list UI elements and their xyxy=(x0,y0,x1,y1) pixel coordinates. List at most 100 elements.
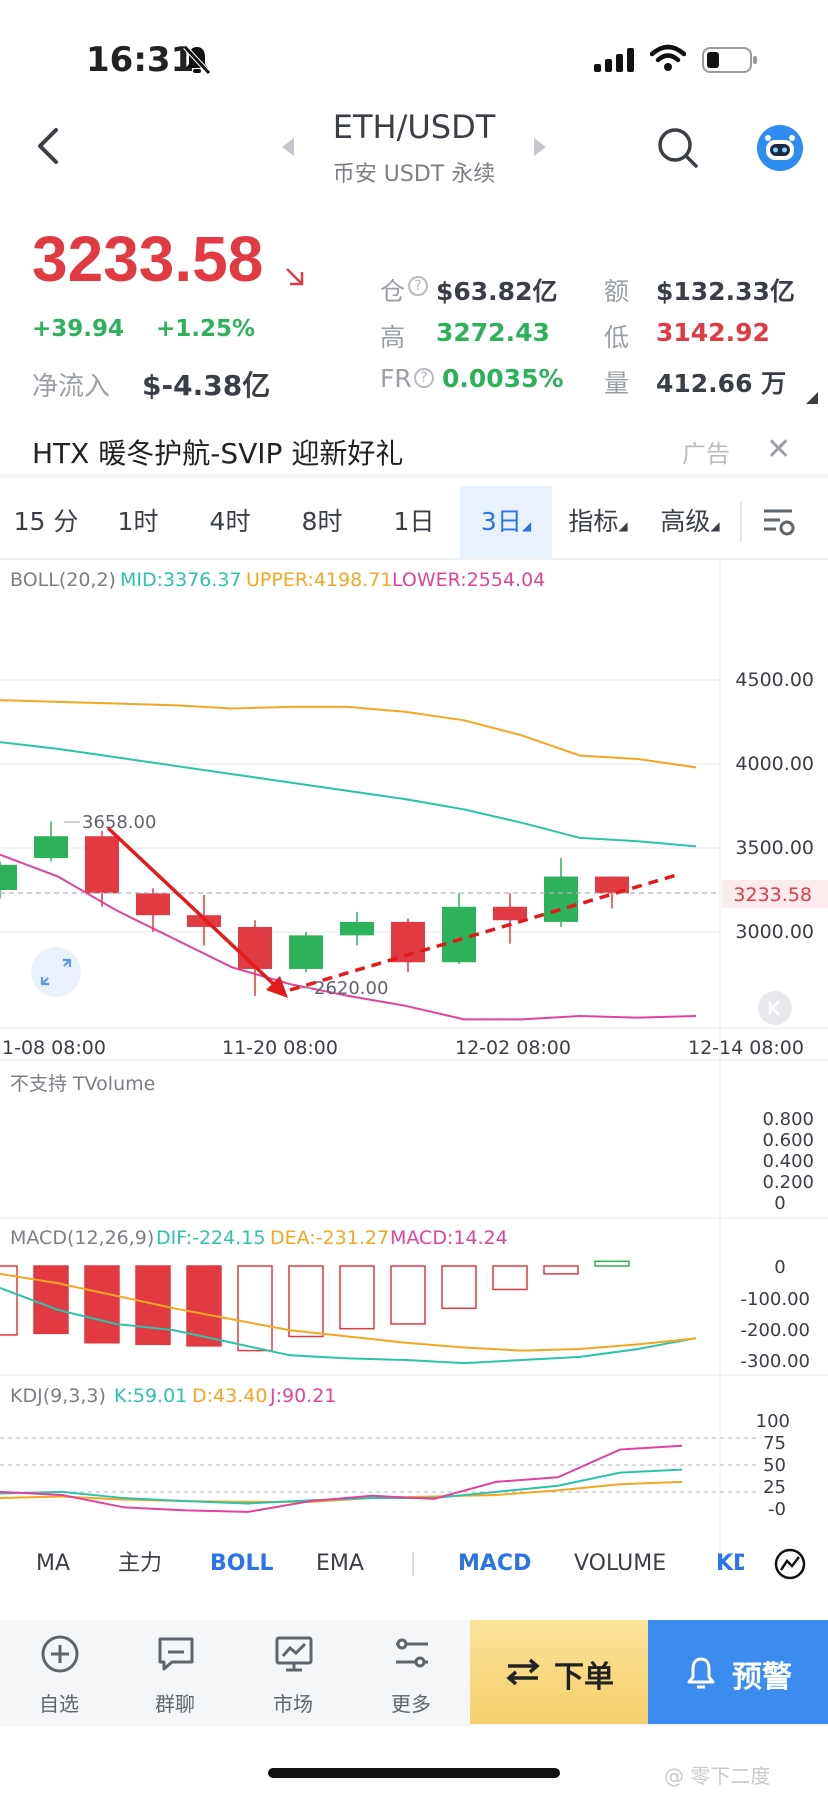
volume-tick: 0.200 xyxy=(762,1172,814,1193)
x-tick: 12-14 08:00 xyxy=(688,1037,804,1059)
high-label: 高 xyxy=(380,323,406,352)
candle-body xyxy=(442,906,476,963)
divider xyxy=(0,558,828,560)
divider xyxy=(412,1552,414,1576)
candle-body xyxy=(340,921,374,936)
boll-lower-line xyxy=(0,853,697,1021)
next-pair-icon[interactable] xyxy=(532,136,548,158)
wifi-icon xyxy=(650,44,686,71)
candle-body xyxy=(0,864,17,890)
tab-advanced[interactable]: 高级◢ xyxy=(660,507,720,536)
chart-settings-icon[interactable] xyxy=(762,506,796,538)
nav-market[interactable]: 市场 xyxy=(238,1620,348,1726)
search-icon[interactable] xyxy=(656,126,700,170)
price-change-abs: +39.94 xyxy=(32,316,125,342)
current-price-tag-bg xyxy=(722,880,828,908)
expand-button[interactable] xyxy=(31,947,81,997)
expand-icon[interactable] xyxy=(40,958,72,986)
indicator-macd[interactable]: MACD xyxy=(458,1551,532,1576)
candles xyxy=(0,821,629,996)
expand-corner-icon[interactable] xyxy=(806,392,818,404)
tab-4h[interactable]: 4时 xyxy=(209,507,251,536)
nav-label: 更多 xyxy=(391,1692,431,1716)
robot-avatar-icon[interactable] xyxy=(756,124,804,172)
kdj-tick: 100 xyxy=(756,1411,790,1432)
volume-tick: 0 xyxy=(774,1193,785,1214)
volume-label: 量 xyxy=(604,369,630,398)
signal-icon xyxy=(594,48,634,72)
divider xyxy=(0,474,828,478)
candle-body xyxy=(85,836,119,894)
nav-label: 群聊 xyxy=(155,1692,195,1716)
kdj-title: KDJ(9,3,3) xyxy=(10,1385,106,1407)
price-change-pct: +1.25% xyxy=(156,316,256,342)
nav-more[interactable]: 更多 xyxy=(356,1620,466,1726)
info-icon[interactable]: ? xyxy=(414,368,434,388)
kline-chart[interactable]: BOLL(20,2) MID:3376.37 UPPER:4198.71 LOW… xyxy=(0,560,828,1560)
macd-bar xyxy=(33,1265,69,1335)
nav-label: 自选 xyxy=(39,1692,79,1716)
tab-1d[interactable]: 1日 xyxy=(393,507,435,536)
low-value: 3142.92 xyxy=(656,318,770,347)
indicator-tabs: MA 主力 BOLL EMA MACD VOLUME KD xyxy=(0,1534,828,1594)
kdj-reference-lines xyxy=(0,1437,760,1493)
macd-tick: -200.00 xyxy=(741,1320,810,1341)
boll-lower: LOWER:2554.04 xyxy=(392,569,545,591)
more-icon xyxy=(396,1638,428,1668)
order-label: 下单 xyxy=(554,1660,614,1695)
boll-lines xyxy=(0,699,697,1021)
drawing-tool-icon[interactable] xyxy=(774,1548,806,1580)
pair-title[interactable]: ETH/USDT xyxy=(332,108,496,146)
indicator-main-force[interactable]: 主力 xyxy=(118,1551,163,1576)
tab-3d[interactable]: 3日◢ xyxy=(460,486,552,558)
indicator-ma[interactable]: MA xyxy=(36,1551,71,1576)
x-tick: 1-08 08:00 xyxy=(2,1037,106,1059)
low-label: 低 xyxy=(604,323,630,352)
arrow-head xyxy=(266,976,288,998)
home-indicator[interactable] xyxy=(268,1768,560,1778)
macd-bar xyxy=(339,1265,375,1330)
indicator-kdj[interactable]: KD xyxy=(716,1551,744,1576)
y-tick: 3500.00 xyxy=(735,837,814,859)
indicator-ema[interactable]: EMA xyxy=(316,1551,364,1576)
candle-body xyxy=(493,906,527,921)
alert-button[interactable]: 预警 xyxy=(648,1620,828,1724)
info-icon[interactable]: ? xyxy=(408,276,428,296)
macd-dea: DEA:-231.27 xyxy=(270,1227,389,1249)
watermark: @ 零下二度 xyxy=(664,1764,771,1788)
high-annotation: 3658.00 xyxy=(82,812,156,833)
prev-pair-icon[interactable] xyxy=(280,136,296,158)
boll-upper: UPPER:4198.71 xyxy=(246,569,392,591)
last-price: 3233.58 xyxy=(32,223,264,295)
low-annotation: 2620.00 xyxy=(314,978,388,999)
kdj-tick: 25 xyxy=(763,1477,786,1498)
x-tick: 11-20 08:00 xyxy=(222,1037,338,1059)
period-tabs: 15 分 1时 4时 8时 1日 3日◢ 指标◢ 高级◢ xyxy=(0,486,828,558)
kdj-j: J:90.21 xyxy=(269,1385,336,1407)
nav-chat[interactable]: 群聊 xyxy=(120,1620,230,1726)
turnover-label: 额 xyxy=(604,277,630,306)
kdj-tick: 75 xyxy=(763,1433,786,1454)
back-icon[interactable] xyxy=(34,126,64,166)
candle-body xyxy=(34,836,68,859)
candle-body xyxy=(238,926,272,969)
scroll-latest-icon[interactable] xyxy=(768,1000,780,1016)
nav-watchlist[interactable]: 自选 xyxy=(4,1620,114,1726)
ad-banner-text[interactable]: HTX 暖冬护航-SVIP 迎新好礼 xyxy=(32,437,404,470)
tab-8h[interactable]: 8时 xyxy=(301,507,343,536)
close-icon[interactable]: ✕ xyxy=(766,432,792,467)
tab-1h[interactable]: 1时 xyxy=(117,507,159,536)
open-interest-value: $63.82亿 xyxy=(436,277,558,306)
kdj-series xyxy=(0,1444,683,1513)
kdj-tick: 50 xyxy=(763,1455,786,1476)
indicator-boll[interactable]: BOLL xyxy=(210,1551,274,1576)
status-time: 16:31 xyxy=(86,40,195,80)
scroll-latest-button[interactable] xyxy=(758,991,792,1025)
indicator-volume[interactable]: VOLUME xyxy=(574,1551,667,1576)
tab-indicators[interactable]: 指标◢ xyxy=(568,507,628,536)
tab-15m[interactable]: 15 分 xyxy=(13,507,79,536)
macd-series xyxy=(0,1260,697,1365)
order-button[interactable]: 下单 xyxy=(470,1620,648,1724)
bell-muted-icon xyxy=(183,45,211,75)
macd-dif: DIF:-224.15 xyxy=(156,1227,265,1249)
